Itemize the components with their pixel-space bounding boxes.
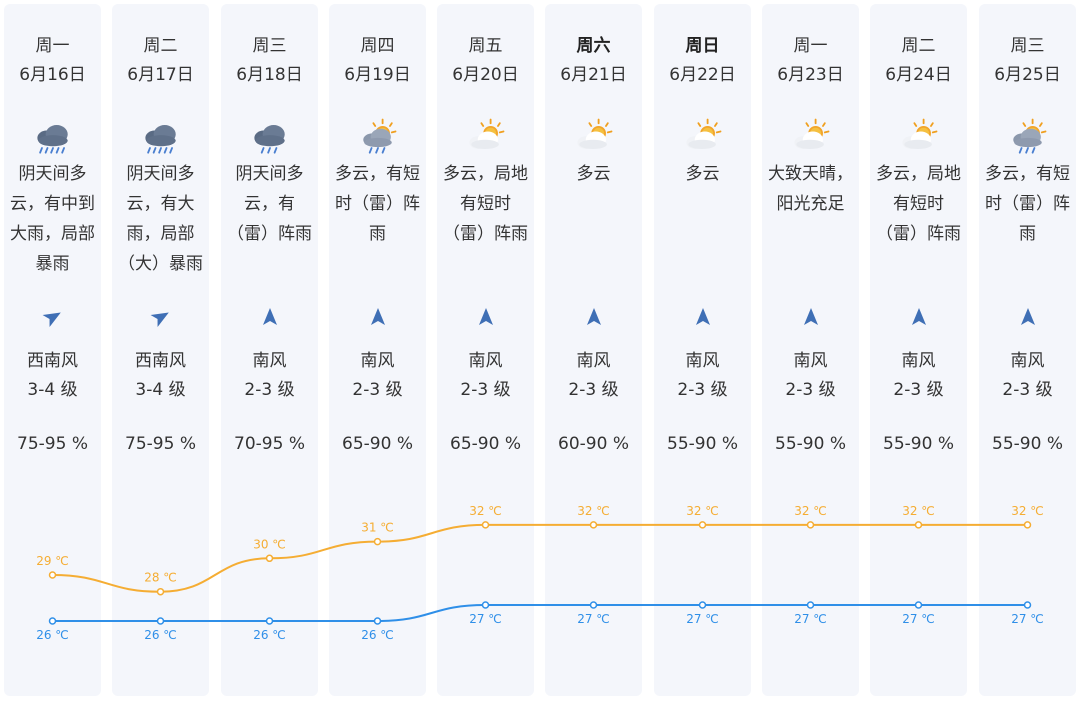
day-date: 6月22日 [669,65,736,85]
wind-direction-icon [475,306,497,328]
wind-info: 南风 2-3 级 [677,351,728,400]
cloud-heavy-rain-icon [138,114,184,160]
wind-info: 西南风 3-4 级 [135,351,186,400]
day-column: 周一 6月23日大致天晴， 阳光充足 南风 2-3 级 55-90 % [762,4,859,696]
day-column: 周日 6月22日多云南风 2-3 级 55-90 % [654,4,751,696]
day-of-week: 周三 [1010,36,1045,56]
wind-info: 南风 2-3 级 [785,351,836,400]
wind-direction-icon [692,306,714,328]
day-of-week: 周五 [468,36,503,56]
day-column: 周三 6月18日阴天间多 云，有 （雷）阵雨南风 2-3 级 70-95 % [221,4,318,696]
sun-cloud-icon [788,114,834,160]
day-date: 6月19日 [344,65,411,85]
day-date: 6月16日 [19,65,86,85]
sun-cloud-icon [571,114,617,160]
sun-cloud-icon [896,114,942,160]
wind-info: 南风 2-3 级 [460,351,511,400]
day-date: 6月18日 [236,65,303,85]
weather-description: 阴天间多 云，有大 雨，局部 （大）暴雨 [118,164,203,274]
day-date: 6月23日 [777,65,844,85]
day-column: 周二 6月24日多云，局地 有短时 （雷）阵雨南风 2-3 级 55-90 % [870,4,967,696]
wind-info: 南风 2-3 级 [352,351,403,400]
humidity-range: 75-95 % [17,434,88,454]
day-date: 6月24日 [885,65,952,85]
wind-info: 南风 2-3 级 [568,351,619,400]
sun-cloud-icon [680,114,726,160]
weather-description: 多云，有短 时（雷）阵 雨 [335,164,420,244]
day-of-week: 周三 [252,36,287,56]
day-of-week: 周二 [901,36,936,56]
weather-description: 多云 [576,164,611,184]
sun-cloud-rain-icon [355,114,401,160]
day-of-week: 周一 [35,36,70,56]
weather-description: 多云，局地 有短时 （雷）阵雨 [876,164,961,244]
weather-description: 多云，局地 有短时 （雷）阵雨 [443,164,528,244]
wind-info: 南风 2-3 级 [1002,351,1053,400]
humidity-range: 55-90 % [992,434,1063,454]
day-column: 周五 6月20日多云，局地 有短时 （雷）阵雨南风 2-3 级 65-90 % [437,4,534,696]
weather-description: 多云，有短 时（雷）阵 雨 [985,164,1070,244]
day-date: 6月17日 [127,65,194,85]
wind-info: 西南风 3-4 级 [27,351,78,400]
day-date: 6月25日 [994,65,1061,85]
wind-direction-icon [800,306,822,328]
wind-direction-icon [150,306,172,328]
day-of-week: 周二 [143,36,178,56]
sun-cloud-rain-icon [1005,114,1051,160]
cloud-rain-icon [247,114,293,160]
wind-direction-icon [367,306,389,328]
day-of-week: 周四 [360,36,395,56]
humidity-range: 65-90 % [342,434,413,454]
humidity-range: 55-90 % [775,434,846,454]
cloud-heavy-rain-icon [30,114,76,160]
humidity-range: 60-90 % [558,434,629,454]
sun-cloud-icon [463,114,509,160]
day-column: 周六 6月21日多云南风 2-3 级 60-90 % [545,4,642,696]
day-column: 周三 6月25日多云，有短 时（雷）阵 雨南风 2-3 级 55-90 % [979,4,1076,696]
humidity-range: 55-90 % [883,434,954,454]
day-of-week: 周一 [793,36,828,56]
day-column: 周二 6月17日阴天间多 云，有大 雨，局部 （大）暴雨西南风 3-4 级 75-9… [112,4,209,696]
day-column: 周四 6月19日多云，有短 时（雷）阵 雨南风 2-3 级 65-90 % [329,4,426,696]
day-of-week: 周日 [685,36,720,56]
weather-description: 多云 [685,164,720,184]
wind-direction-icon [908,306,930,328]
wind-info: 南风 2-3 级 [244,351,295,400]
wind-direction-icon [259,306,281,328]
day-date: 6月21日 [560,65,627,85]
wind-direction-icon [1017,306,1039,328]
day-column: 周一 6月16日阴天间多 云，有中到 大雨，局部 暴雨西南风 3-4 级 75-95… [4,4,101,696]
humidity-range: 75-95 % [125,434,196,454]
wind-info: 南风 2-3 级 [893,351,944,400]
weather-description: 阴天间多 云，有 （雷）阵雨 [227,164,312,244]
wind-direction-icon [42,306,64,328]
humidity-range: 55-90 % [667,434,738,454]
humidity-range: 65-90 % [450,434,521,454]
day-of-week: 周六 [576,36,611,56]
weather-description: 大致天晴， 阳光充足 [768,164,853,214]
wind-direction-icon [583,306,605,328]
weather-description: 阴天间多 云，有中到 大雨，局部 暴雨 [10,164,95,274]
humidity-range: 70-95 % [234,434,305,454]
day-date: 6月20日 [452,65,519,85]
